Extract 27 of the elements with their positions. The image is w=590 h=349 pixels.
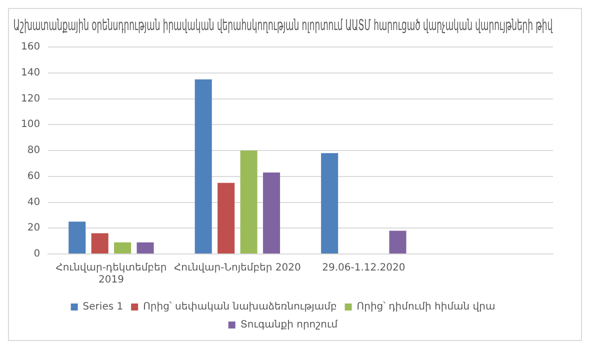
bar bbox=[114, 242, 132, 254]
y-tick-label: 160 bbox=[20, 42, 40, 53]
chart-title: Աշխատանքային օրենսդրության իրավական վերահսկողության ոլորտում ԱԱՏՄ հարուցած վարչական վարույթների թիվ bbox=[13, 16, 553, 34]
x-tick-label: Հունվար-դեկտեմբեր 2019 bbox=[56, 262, 167, 286]
y-tick-label: 100 bbox=[20, 119, 40, 130]
bar bbox=[194, 79, 212, 254]
bar bbox=[218, 182, 235, 254]
y-tick-label: 80 bbox=[27, 145, 40, 156]
bar bbox=[321, 153, 338, 254]
legend-label: Series 1 bbox=[82, 302, 124, 313]
y-tick-label: 0 bbox=[34, 248, 40, 260]
bar bbox=[389, 230, 406, 254]
bar bbox=[262, 172, 280, 254]
y-tick-label: 140 bbox=[20, 67, 40, 78]
bar bbox=[68, 222, 86, 254]
bar bbox=[240, 150, 258, 254]
legend-label: Որից՝ սեփական նախաձեռնությամբ bbox=[143, 302, 337, 313]
bar bbox=[91, 233, 108, 254]
y-tick-label: 20 bbox=[27, 222, 40, 234]
y-tick-label: 40 bbox=[27, 196, 40, 208]
y-tick-label: 120 bbox=[20, 93, 40, 104]
legend-label: Տուգանքի որոշում bbox=[240, 320, 338, 331]
y-tick-label: 60 bbox=[27, 170, 40, 182]
x-tick-label: Հունվար-Նոյեմբեր 2020 bbox=[174, 262, 301, 274]
bar bbox=[136, 242, 154, 254]
x-tick-label: 29.06-1.12.2020 bbox=[322, 262, 406, 274]
legend-label: Որից՝ դիմումի հիման վրա bbox=[356, 302, 496, 313]
